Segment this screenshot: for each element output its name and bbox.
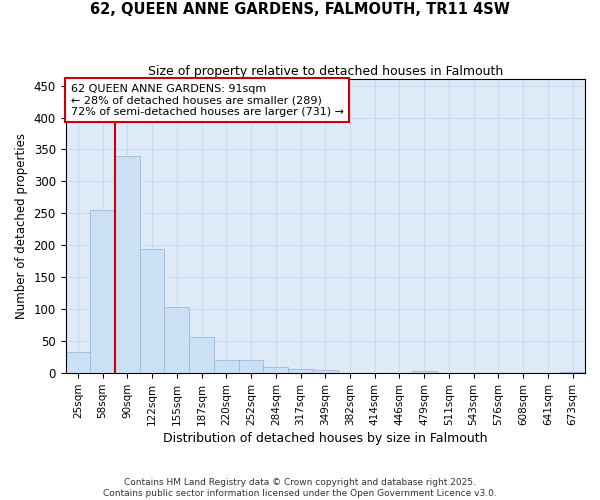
Bar: [263, 367, 288, 373]
Text: 62 QUEEN ANNE GARDENS: 91sqm
← 28% of detached houses are smaller (289)
72% of s: 62 QUEEN ANNE GARDENS: 91sqm ← 28% of de…: [71, 84, 344, 117]
Bar: [239, 360, 263, 373]
Bar: [164, 308, 189, 373]
Title: Size of property relative to detached houses in Falmouth: Size of property relative to detached ho…: [148, 65, 503, 78]
Bar: [140, 248, 164, 373]
X-axis label: Distribution of detached houses by size in Falmouth: Distribution of detached houses by size …: [163, 432, 488, 445]
Bar: [338, 372, 362, 373]
Text: Contains HM Land Registry data © Crown copyright and database right 2025.
Contai: Contains HM Land Registry data © Crown c…: [103, 478, 497, 498]
Bar: [362, 372, 387, 373]
Bar: [115, 156, 140, 373]
Bar: [288, 368, 313, 373]
Bar: [90, 210, 115, 373]
Bar: [412, 372, 437, 373]
Text: 62, QUEEN ANNE GARDENS, FALMOUTH, TR11 4SW: 62, QUEEN ANNE GARDENS, FALMOUTH, TR11 4…: [90, 2, 510, 18]
Bar: [189, 337, 214, 373]
Bar: [65, 352, 90, 373]
Bar: [560, 372, 585, 373]
Bar: [313, 370, 338, 373]
Y-axis label: Number of detached properties: Number of detached properties: [15, 133, 28, 319]
Bar: [214, 360, 239, 373]
